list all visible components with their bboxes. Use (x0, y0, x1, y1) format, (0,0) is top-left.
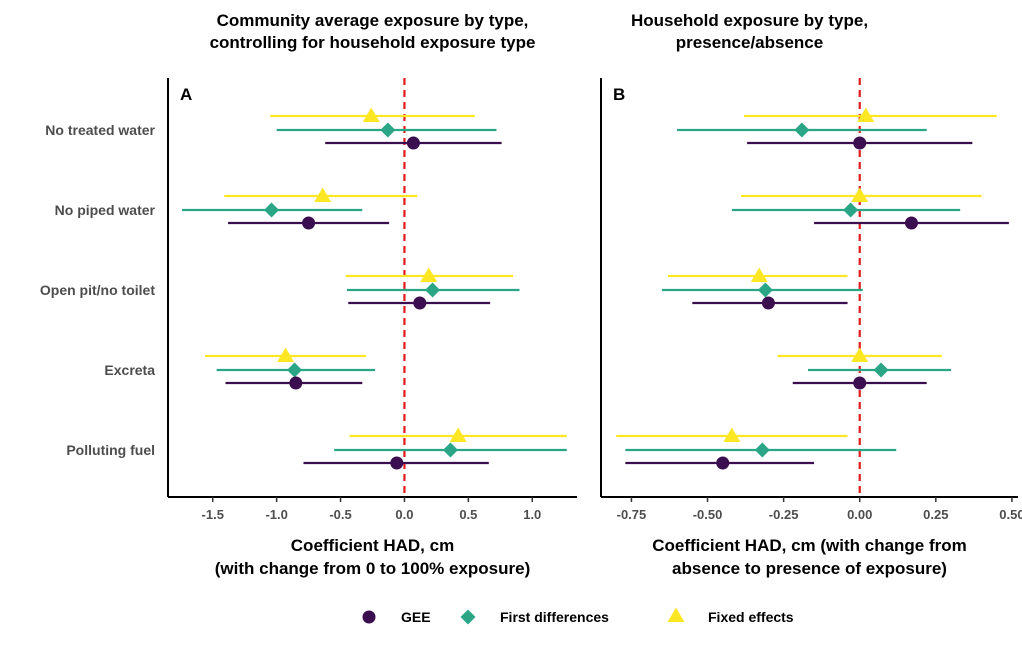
panel-b-point (750, 267, 768, 282)
panel-b-x-label-line: absence to presence of exposure) (672, 559, 947, 578)
panel-a-point (302, 216, 316, 230)
legend-label: First differences (500, 609, 609, 625)
category-label: Polluting fuel (66, 442, 155, 458)
panel-b-tick-label: -0.50 (693, 507, 723, 522)
legend-label: Fixed effects (708, 609, 794, 625)
panel-a-point (264, 202, 280, 218)
category-label: Open pit/no toilet (40, 282, 155, 298)
panel-b-point (853, 376, 867, 390)
panel-b-point (754, 442, 770, 458)
panel-b-title-line: presence/absence (676, 33, 823, 52)
category-label: No piped water (55, 202, 156, 218)
panel-a-point (390, 456, 404, 470)
panel-a-point (314, 187, 332, 202)
panel-a-tick-label: 1.0 (523, 507, 541, 522)
panel-a-x-label-line: Coefficient HAD, cm (291, 536, 454, 555)
panel-a-point (449, 427, 467, 442)
legend-key (667, 607, 685, 622)
panel-a-tick-label: 0.0 (395, 507, 413, 522)
legend-key (362, 610, 376, 624)
panel-b-tick-label: -0.25 (769, 507, 799, 522)
panel-a-point (425, 282, 441, 298)
panel-b-point (761, 296, 775, 310)
panel-a-x-label-line: (with change from 0 to 100% exposure) (215, 559, 531, 578)
panel-b-x-label-line: Coefficient HAD, cm (with change from (652, 536, 967, 555)
panel-a-point (442, 442, 458, 458)
panel-b-tick-label: 0.00 (847, 507, 872, 522)
panel-a-tick-label: -1.5 (202, 507, 224, 522)
panel-a-point (277, 347, 295, 362)
panel-a-title-line: Community average exposure by type, (217, 11, 529, 30)
panel-b-label: B (613, 85, 625, 104)
panel-a-tick-label: -0.5 (329, 507, 351, 522)
panel-a-point (413, 296, 427, 310)
panel-b-point (857, 107, 875, 122)
panel-a-label: A (180, 85, 192, 104)
panel-a-point (406, 136, 420, 150)
panel-a-point (289, 376, 303, 390)
panel-b-point (716, 456, 730, 470)
panel-b-point (873, 362, 889, 378)
panel-b-tick-label: 0.25 (923, 507, 948, 522)
panel-a-point (287, 362, 303, 378)
panel-b-tick-label: -0.75 (617, 507, 647, 522)
panel-a-point (420, 267, 438, 282)
panel-b-tick-label: 0.50 (999, 507, 1022, 522)
panel-b-point (723, 427, 741, 442)
panel-b-point (904, 216, 918, 230)
panel-a-point (380, 122, 396, 138)
panel-b-point (757, 282, 773, 298)
category-label: Excreta (104, 362, 155, 378)
panel-b-point (851, 347, 869, 362)
legend-key (460, 609, 476, 625)
panel-a-title-line: controlling for household exposure type (210, 33, 536, 52)
panel-a-point (362, 107, 380, 122)
panel-a-tick-label: 0.5 (459, 507, 477, 522)
panel-b-point (851, 187, 869, 202)
panel-b-point (853, 136, 867, 150)
panel-b-title-line: Household exposure by type, (631, 11, 868, 30)
panel-a-tick-label: -1.0 (265, 507, 287, 522)
category-label: No treated water (45, 122, 155, 138)
panel-b-point (794, 122, 810, 138)
legend-label: GEE (401, 609, 431, 625)
panel-b-point (843, 202, 859, 218)
